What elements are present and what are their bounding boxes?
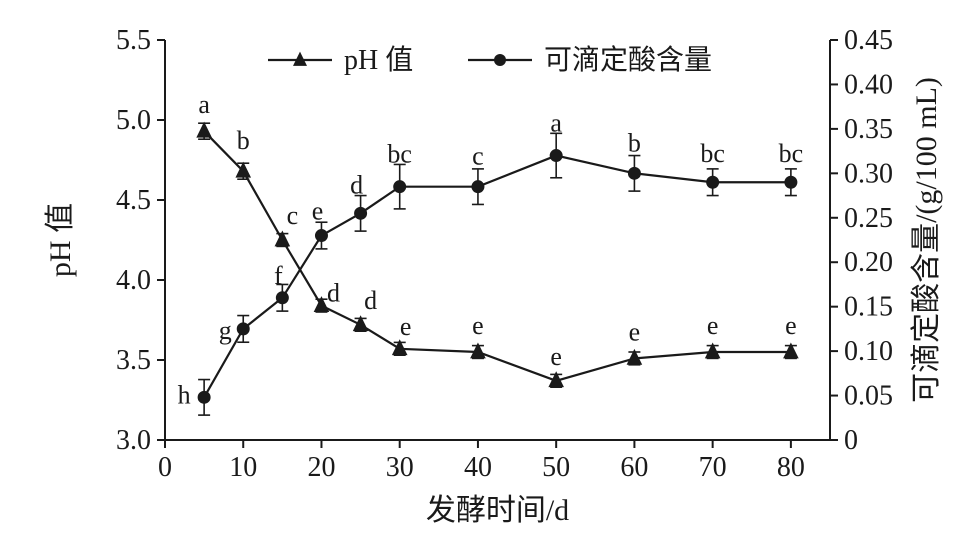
x-tick-label: 0 [158,452,172,483]
series-acid-marker [276,292,288,304]
series-acid-marker [198,391,210,403]
x-tick-label: 10 [229,452,257,483]
series-ph-point-label: e [472,311,484,340]
yr-tick-label: 0.15 [844,292,893,323]
series-acid-marker [550,150,562,162]
y-right-axis-label: 可滴定酸含量/(g/100 mL) [910,77,943,403]
legend-label-ph: pH 值 [344,44,413,76]
series-acid-marker [315,230,327,242]
x-tick-label: 70 [699,452,727,483]
series-ph-point-label: e [707,311,719,340]
series-ph-point-label: e [785,311,797,340]
series-ph-point-label: e [629,317,641,346]
chart-container: 0 10 20 30 40 50 60 70 80 发酵时间/d 3.0 3.5 4.0 4.5 5.0 5.… [0,0,955,533]
series-acid-marker [628,167,640,179]
series-acid-marker [472,181,484,193]
series-ph-point-label: e [400,312,412,341]
x-tick-label: 50 [542,452,570,483]
series-acid-marker [707,176,719,188]
series-acid-line [204,156,791,398]
yl-tick-label: 3.0 [116,425,151,456]
yl-tick-label: 5.5 [116,25,151,56]
legend-marker-triangle [293,52,307,66]
series-acid-point-label: g [219,316,232,345]
legend: pH 值 可滴定酸含量 [268,44,712,76]
yr-tick-label: 0.45 [844,25,893,56]
series-ph-point-label: c [287,201,299,230]
series-acid-point-label: h [178,380,191,409]
yr-tick-label: 0.30 [844,158,893,189]
x-tick-label: 20 [307,452,335,483]
series-acid-point-label: e [312,197,324,226]
yl-tick-label: 5.0 [116,105,151,136]
series-acid-point-label: b [628,128,641,157]
series-acid-marker [355,207,367,219]
series-acid-marker [237,323,249,335]
chart-svg: 0 10 20 30 40 50 60 70 80 发酵时间/d 3.0 3.5 4.0 4.5 5.0 5.… [0,0,955,533]
series-ph-marker [197,123,211,137]
legend-label-acid: 可滴定酸含量 [544,44,712,76]
yr-tick-label: 0.35 [844,114,893,145]
x-tick-label: 80 [777,452,805,483]
series-ph-point-label: a [198,90,210,119]
series-ph-line [204,131,791,381]
series-ph-point-label: b [237,126,250,155]
series-ph-point-label: e [550,342,562,371]
y-left-axis-label: pH 值 [44,203,77,277]
yl-tick-label: 4.5 [116,185,151,216]
legend-marker-circle [494,54,506,66]
series-ph-point-label: d [327,279,340,308]
series-ph-point-label: d [364,286,377,315]
x-tick-label: 40 [464,452,492,483]
yl-tick-label: 3.5 [116,345,151,376]
yr-tick-label: 0.40 [844,69,893,100]
series-acid-point-label: bc [779,139,804,168]
x-axis-label: 发酵时间/d [426,494,569,527]
series-acid-point-label: d [350,170,363,199]
series-acid-point-label: bc [387,140,412,169]
series-acid-marker [785,176,797,188]
x-tick-label: 60 [620,452,648,483]
yr-tick-label: 0.20 [844,247,893,278]
yr-tick-label: 0.10 [844,336,893,367]
yr-tick-label: 0 [844,425,858,456]
yr-tick-label: 0.25 [844,203,893,234]
series-acid-point-label: c [472,142,484,171]
series-acid-point-label: f [274,261,283,290]
series-acid-point-label: bc [700,139,725,168]
series-acid-point-label: a [550,109,562,138]
yr-tick-label: 0.05 [844,381,893,412]
x-tick-label: 30 [386,452,414,483]
yl-tick-label: 4.0 [116,265,151,296]
series-acid-marker [394,181,406,193]
